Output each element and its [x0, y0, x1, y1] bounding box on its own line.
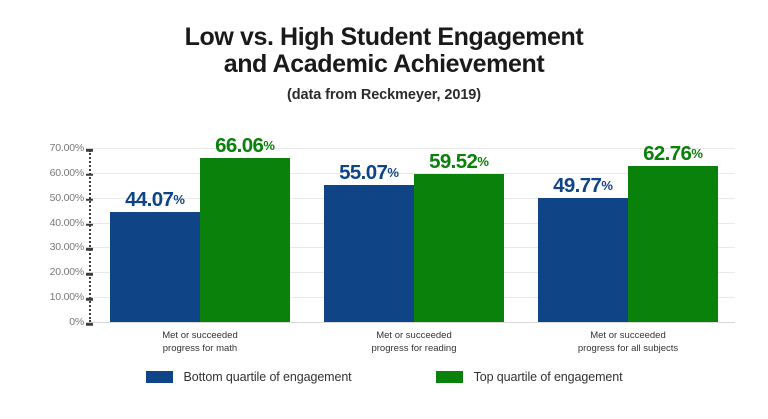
plot-area: 0% 10.00% 20.00% 30.00% 40.00% 50.00% 60.00% 70… — [0, 134, 768, 328]
bar-group: 49.77% 62.76% — [521, 143, 735, 322]
y-axis-tick-label: 0% — [69, 316, 84, 328]
legend-item[interactable]: Top quartile of engagement — [435, 370, 623, 384]
bar-value-label: 62.76% — [643, 142, 703, 165]
y-axis-tick-label: 40.00% — [49, 216, 85, 229]
chart-title: Low vs. High Student Engagement and Acad… — [0, 24, 768, 78]
bar[interactable]: 44.07% — [110, 189, 200, 322]
x-axis-category-labels: Met or succeeded progress for math Met or … — [93, 330, 735, 362]
y-axis-tick-mark — [86, 198, 93, 201]
category-label-line: Met or succeeded — [590, 330, 666, 341]
bar-value-label: 55.07% — [339, 161, 399, 185]
bars-layer: 44.07% 66.06% 55.07% 59.52% 49.77% 62.76% — [93, 134, 735, 322]
bar[interactable]: 59.52% — [414, 151, 504, 322]
bar[interactable]: 62.76% — [628, 143, 718, 322]
bar-value-label: 59.52% — [429, 150, 489, 174]
y-axis-tick-mark — [86, 173, 93, 177]
legend-swatch — [145, 371, 173, 383]
bar[interactable]: 49.77% — [538, 175, 628, 322]
category-label-line: Met or succeeded — [162, 330, 238, 341]
bar-value-label: 49.77% — [553, 174, 613, 198]
bar-group: 44.07% 66.06% — [93, 134, 307, 322]
chart-header: Low vs. High Student Engagement and Acad… — [0, 24, 768, 104]
y-axis-tick-mark — [86, 248, 93, 251]
category-label-line: progress for reading — [371, 342, 457, 354]
bar-value-label: 66.06% — [215, 133, 275, 157]
category-label-line: progress for math — [162, 342, 238, 354]
x-axis-category-label: Met or succeeded progress for reading — [307, 330, 521, 355]
legend-item[interactable]: Bottom quartile of engagement — [145, 370, 352, 384]
category-label-line: progress for all subjects — [577, 342, 679, 354]
y-axis-tick-label: 20.00% — [49, 266, 85, 279]
category-label-line: Met or succeeded — [376, 330, 452, 341]
chart-title-line-1: Low vs. High Student Engagement — [184, 23, 584, 51]
chart-title-line-2: and Academic Achievement — [223, 50, 545, 78]
y-axis-tick-label: 30.00% — [49, 241, 85, 254]
y-axis-tick-mark — [86, 297, 93, 301]
legend-swatch — [435, 371, 463, 383]
y-axis-tick-labels: 0% 10.00% 20.00% 30.00% 40.00% 50.00% 60.00% 70… — [22, 142, 85, 328]
chart-subtitle: (data from Reckmeyer, 2019) — [287, 87, 481, 103]
bar-group: 55.07% 59.52% — [307, 148, 521, 322]
y-axis-tick-mark — [86, 273, 93, 276]
gridline — [93, 148, 735, 149]
gridline — [93, 322, 735, 323]
y-axis-tick-mark — [86, 322, 93, 326]
chart-legend: Bottom quartile of engagement Top quartil… — [0, 370, 768, 384]
legend-label: Top quartile of engagement — [473, 370, 623, 384]
gridline — [93, 172, 735, 174]
y-axis-tick-mark — [86, 223, 93, 226]
bar[interactable]: 55.07% — [324, 162, 414, 322]
y-axis-tick-label: 50.00% — [49, 191, 85, 204]
x-axis-category-label: Met or succeeded progress for all subject… — [521, 330, 735, 355]
y-axis-tick-label: 60.00% — [49, 166, 85, 179]
y-axis-line — [89, 150, 91, 322]
y-axis-tick-mark — [86, 148, 93, 152]
bar[interactable]: 66.06% — [200, 134, 290, 322]
bar-value-label: 44.07% — [125, 188, 185, 212]
x-axis-category-label: Met or succeeded progress for math — [93, 330, 307, 355]
legend-label: Bottom quartile of engagement — [183, 370, 352, 384]
y-axis-tick-label: 10.00% — [49, 291, 85, 304]
y-axis-tick-label: 70.00% — [49, 142, 85, 154]
